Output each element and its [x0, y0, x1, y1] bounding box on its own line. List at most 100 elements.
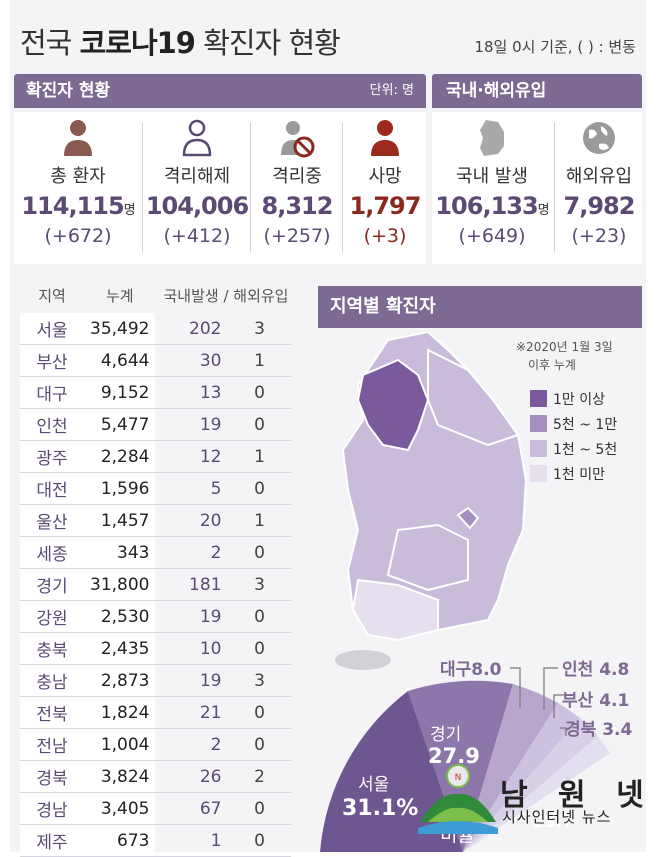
incheon-label: 인천 4.8	[562, 660, 630, 680]
table-row: 강원 2,530 19 0	[20, 600, 292, 633]
daegu-region	[456, 506, 480, 530]
person-prohibited-icon	[281, 121, 315, 158]
domestic-cell: 67	[155, 792, 228, 825]
region-cell: 광주	[20, 440, 84, 473]
region-cell: 인천	[20, 408, 84, 441]
domestic-cell: 20	[155, 504, 228, 537]
map-header: 지역별 확진자	[318, 286, 642, 328]
header-region: 지역	[38, 287, 66, 305]
person-icon	[64, 120, 92, 156]
domestic-cell: 12	[155, 440, 228, 473]
overseas-cell: 1	[227, 440, 292, 473]
total-cell: 3,824	[84, 760, 156, 793]
overseas-cell: 0	[227, 696, 292, 729]
seoul-label: 서울	[358, 775, 390, 795]
table-row: 경북 3,824 26 2	[20, 760, 292, 793]
overseas-cell: 0	[227, 408, 292, 441]
table-row: 울산 1,457 20 1	[20, 504, 292, 537]
total-cell: 1,824	[84, 696, 156, 729]
domestic-cell: 26	[155, 760, 228, 793]
globe-icon	[583, 122, 615, 154]
overseas-cell: 3	[227, 664, 292, 697]
region-cell: 경북	[20, 760, 84, 793]
unit-label: 단위: 명	[369, 83, 414, 98]
regional-table: 지역 누계 국내발생 / 해외유입 서울 35,492 202 3 부산 4,644 30 1…	[20, 278, 292, 857]
region-cell: 전북	[20, 696, 84, 729]
domestic-cell: 21	[155, 696, 228, 729]
total-cell: 5,477	[84, 408, 156, 441]
busan-slice	[463, 718, 598, 852]
region-cell: 충남	[20, 664, 84, 697]
total-cell: 2,284	[84, 440, 156, 473]
total-cell: 9,152	[84, 376, 156, 409]
gyeongbuk-label: 경북 3.4	[565, 720, 633, 740]
region-cell: 경남	[20, 792, 84, 825]
jeju-region	[335, 650, 391, 670]
table-row: 경기 31,800 181 3	[20, 568, 292, 601]
overseas-cell: 0	[227, 792, 292, 825]
total-cell: 4,644	[84, 344, 156, 377]
overseas-cell: 1	[227, 344, 292, 377]
domestic-cell: 30	[155, 344, 228, 377]
map-legend: 1만 이상 5천 ~ 1만 1천 ~ 5천 1천 미만	[530, 390, 617, 490]
region-cell: 강원	[20, 600, 84, 633]
jeonnam-region	[351, 578, 439, 642]
gyeonggi-value: 27.9	[428, 744, 480, 768]
map-note: ※2020년 1월 3일 이후 누계	[516, 340, 613, 372]
table-row: 대전 1,596 5 0	[20, 472, 292, 505]
watermark-name: 남 원 넷	[500, 778, 654, 813]
origin-panel: 국내 발생 106,133명 (+649) 해외유입 7,982 (+23)	[432, 112, 642, 264]
status-header: 확진자 현황 단위: 명	[14, 74, 426, 108]
status-panel: 총 환자 114,115명 (+672) 격리해제 104,006 (+412)…	[14, 112, 426, 264]
region-cell: 대전	[20, 472, 84, 505]
domestic-cell: 19	[155, 664, 228, 697]
svg-text:N: N	[455, 773, 462, 783]
legend-item: 5천 ~ 1만	[530, 415, 617, 440]
basis-note: 18일 0시 기준, ( ) : 변동	[474, 38, 636, 56]
region-cell: 부산	[20, 344, 84, 377]
overseas-cell: 2	[227, 760, 292, 793]
total-cell: 2,530	[84, 600, 156, 633]
domestic-cell: 19	[155, 600, 228, 633]
domestic-cell: 202	[155, 313, 228, 345]
region-cell: 울산	[20, 504, 84, 537]
total-patients: 총 환자 114,115명 (+672)	[14, 112, 142, 260]
overseas-cases: 해외유입 7,982 (+23)	[556, 112, 642, 260]
total-cell: 35,492	[84, 313, 156, 345]
jeonbuk-region	[386, 523, 469, 592]
header-total: 누계	[105, 287, 134, 305]
overseas-cell: 0	[227, 600, 292, 633]
korea-map	[335, 330, 528, 670]
table-row: 서울 35,492 202 3	[20, 313, 292, 345]
seoul-value: 31.1%	[342, 796, 419, 821]
released: 격리해제 104,006 (+412)	[144, 112, 250, 260]
legend-item: 1천 미만	[530, 465, 617, 490]
overseas-cell: 3	[227, 568, 292, 601]
daegu-label: 대구8.0	[440, 660, 502, 680]
gyeonggi-seoul-region	[356, 358, 430, 452]
table-row: 대구 9,152 13 0	[20, 376, 292, 409]
table-row: 경남 3,405 67 0	[20, 792, 292, 825]
overseas-cell: 0	[227, 376, 292, 409]
gyeonggi-label: 경기	[430, 725, 462, 745]
total-cell: 2,873	[84, 664, 156, 697]
table-row: 인천 5,477 19 0	[20, 408, 292, 441]
overseas-cell: 0	[227, 536, 292, 569]
isolated: 격리중 8,312 (+257)	[252, 112, 342, 260]
domestic-cell: 181	[155, 568, 228, 601]
domestic-cell: 10	[155, 632, 228, 665]
table-row: 광주 2,284 12 1	[20, 440, 292, 473]
domestic-cell: 2	[155, 536, 228, 569]
domestic-cell: 2	[155, 728, 228, 761]
korea-map-icon	[480, 120, 504, 156]
table-row: 전남 1,004 2 0	[20, 728, 292, 761]
region-cell: 경기	[20, 568, 84, 601]
legend-item: 1천 ~ 5천	[530, 440, 617, 465]
namwon-logo-icon: N	[418, 764, 498, 834]
total-cell: 3,405	[84, 792, 156, 825]
region-cell: 충북	[20, 632, 84, 665]
overseas-cell: 0	[227, 472, 292, 505]
overseas-cell: 0	[227, 728, 292, 761]
region-cell: 대구	[20, 376, 84, 409]
total-cell: 2,435	[84, 632, 156, 665]
